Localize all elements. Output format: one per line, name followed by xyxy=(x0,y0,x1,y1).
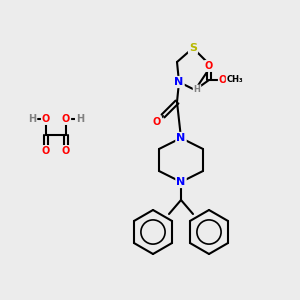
Text: O: O xyxy=(62,114,70,124)
Text: O: O xyxy=(205,61,213,71)
Text: N: N xyxy=(174,77,184,87)
Text: O: O xyxy=(219,75,227,85)
Text: O: O xyxy=(62,146,70,156)
Text: CH₃: CH₃ xyxy=(227,76,243,85)
Text: N: N xyxy=(176,133,186,143)
Text: O: O xyxy=(42,114,50,124)
Text: O: O xyxy=(153,117,161,127)
Text: H: H xyxy=(76,114,84,124)
Text: H: H xyxy=(28,114,36,124)
Text: S: S xyxy=(189,43,197,53)
Text: O: O xyxy=(42,146,50,156)
Text: N: N xyxy=(176,177,186,187)
Text: H: H xyxy=(194,85,200,94)
